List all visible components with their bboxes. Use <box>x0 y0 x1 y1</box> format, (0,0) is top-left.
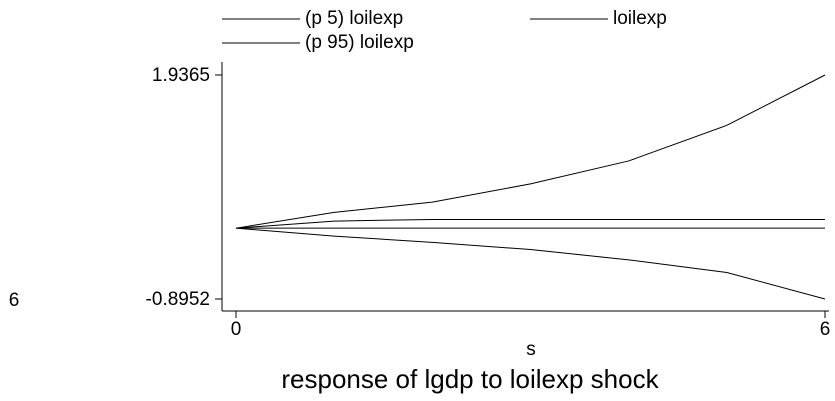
legend-label: (p 5) loilexp <box>305 8 403 29</box>
y-tick-label: -0.8952 <box>146 289 210 310</box>
legend-label: (p 95) loilexp <box>305 32 414 53</box>
legend-label: loilexp <box>613 8 667 29</box>
stray-label: 6 <box>9 290 20 311</box>
y-tick-label: 1.9365 <box>152 65 210 86</box>
series-line <box>235 227 826 300</box>
x-axis-label: s <box>526 339 536 360</box>
series-line <box>235 74 826 229</box>
series-line <box>235 218 825 229</box>
x-tick-label: 6 <box>820 319 831 340</box>
x-tick-label: 0 <box>231 319 242 340</box>
chart-title: response of lgdp to loilexp shock <box>281 364 659 394</box>
